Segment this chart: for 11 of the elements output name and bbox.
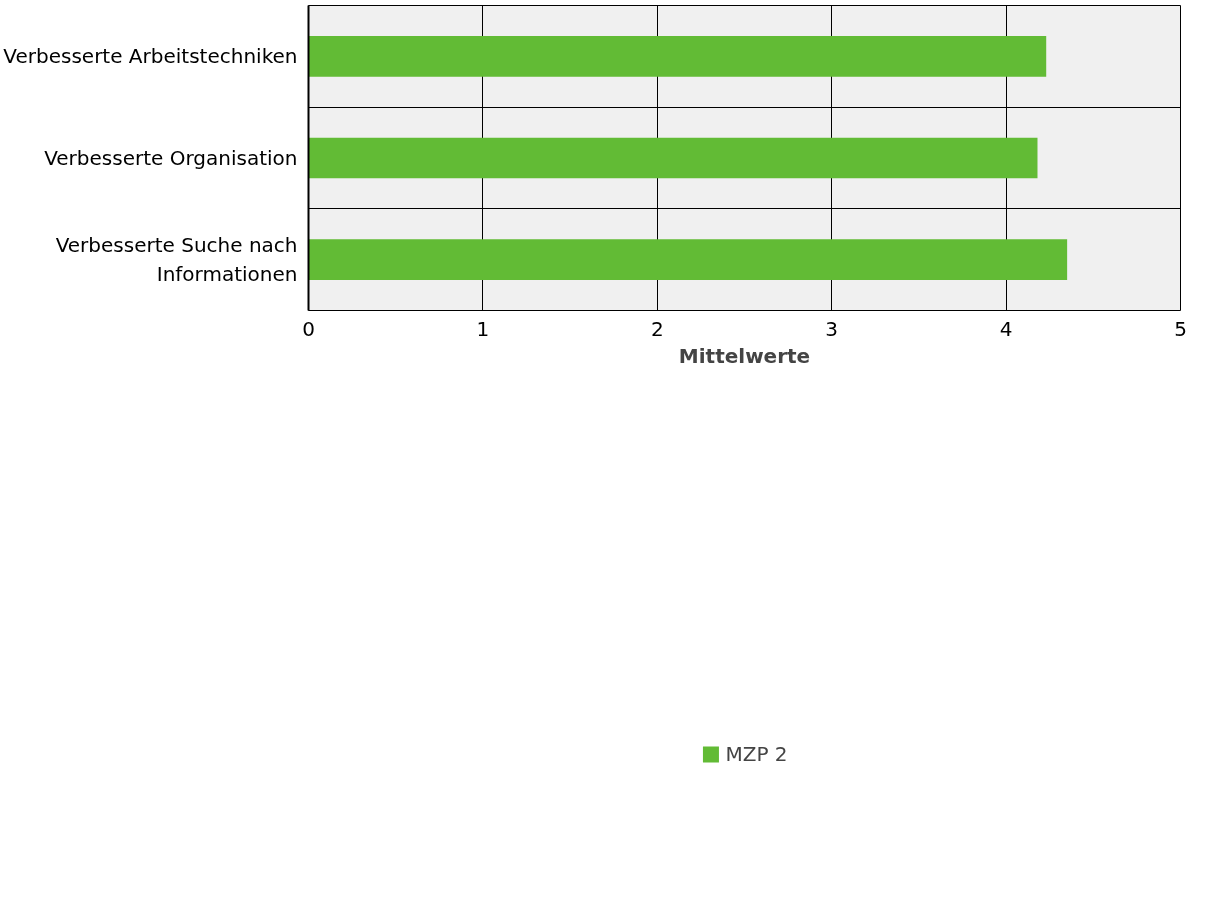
y-tick-label: Verbesserte Organisation — [44, 146, 298, 170]
y-tick-label: Verbesserte Suche nach Informationen — [55, 233, 298, 287]
x-tick-label: 4 — [999, 316, 1013, 341]
x-tick-label: 1 — [476, 316, 490, 341]
y-tick-label: Verbesserte Arbeitstechniken — [3, 44, 298, 69]
x-axis-title: Mittelwerte — [678, 343, 811, 368]
x-tick-label: 5 — [1174, 316, 1187, 341]
x-tick-label: 3 — [825, 316, 839, 341]
x-tick-label: 0 — [302, 316, 315, 341]
x-tick-label: 2 — [650, 316, 664, 341]
legend-label: MZP 2 — [725, 742, 788, 766]
